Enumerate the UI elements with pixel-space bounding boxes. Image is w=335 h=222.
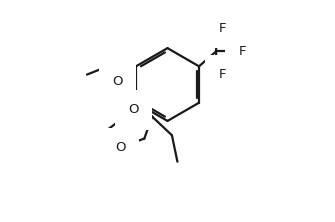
Text: O: O bbox=[113, 75, 123, 88]
Text: F: F bbox=[218, 22, 226, 35]
Text: F: F bbox=[238, 45, 246, 58]
Text: O: O bbox=[128, 103, 139, 116]
Text: O: O bbox=[115, 141, 125, 154]
Text: F: F bbox=[218, 68, 226, 81]
